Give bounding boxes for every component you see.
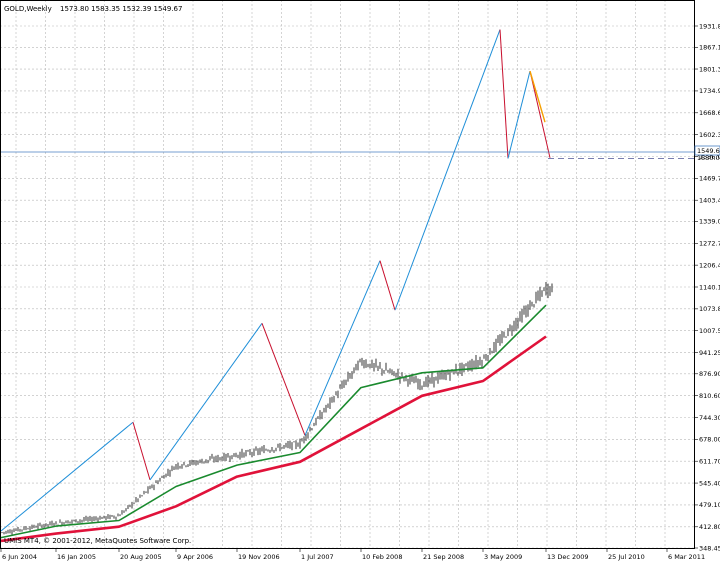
- x-tick-label: 9 Apr 2006: [177, 553, 213, 561]
- y-tick-label: 1536.00: [699, 153, 720, 161]
- sma-fast-line: [0, 304, 547, 539]
- x-tick-label: 20 Aug 2005: [120, 553, 162, 561]
- y-tick-label: 941.25: [699, 349, 720, 357]
- x-tick-label: 19 Nov 2006: [238, 553, 280, 561]
- moving-averages: [0, 304, 547, 543]
- price-tag-current: 1549.67: [697, 147, 720, 155]
- zigzag-segment: [304, 260, 381, 436]
- y-axis: 1931.85 1867.10 1801.35 1734.90 1668.60 1602.…: [694, 22, 720, 552]
- plot-frame: [0, 0, 695, 549]
- y-tick-label: 1867.10: [699, 44, 720, 52]
- x-tick-label: 6 Jun 2004: [2, 553, 37, 561]
- price-levels: [0, 151, 694, 159]
- y-tick-label: 1403.40: [699, 197, 720, 205]
- y-tick-label: 1734.90: [699, 87, 720, 95]
- zigzag-segment: [379, 260, 396, 311]
- x-tick-label: 6 Mar 2011: [668, 553, 705, 561]
- y-tick-label: 1073.85: [699, 305, 720, 313]
- zigzag-segment: [132, 422, 151, 481]
- x-tick-label: 1 Jul 2007: [301, 553, 334, 561]
- y-tick-label: 412.80: [699, 523, 720, 531]
- x-tick-label: 10 Feb 2008: [362, 553, 402, 561]
- y-tick-label: 678.00: [699, 436, 720, 444]
- y-tick-label: 1007.55: [699, 327, 720, 335]
- price-tag-box: [694, 145, 720, 156]
- y-tick-label: 611.70: [699, 458, 720, 466]
- x-tick-label: 21 Sep 2008: [423, 553, 464, 561]
- zigzag-segment: [149, 323, 263, 481]
- y-tick-label: 1206.45: [699, 261, 720, 269]
- grid: [0, 0, 694, 549]
- copyright-text: UMIS MT4, © 2001-2012, MetaQuotes Softwa…: [4, 537, 191, 545]
- y-tick-label: 479.10: [699, 501, 720, 509]
- zigzag-segment: [394, 29, 501, 311]
- zigzag-segment: [507, 70, 531, 159]
- y-tick-label: 810.60: [699, 392, 720, 400]
- zigzag-segment: [261, 323, 306, 436]
- y-tick-label: 348.45: [699, 544, 720, 552]
- x-tick-label: 3 May 2009: [484, 553, 522, 561]
- x-tick-label: 25 Jul 2010: [608, 553, 645, 561]
- y-tick-label: 1602.30: [699, 131, 720, 139]
- y-tick-label: 1272.75: [699, 240, 720, 248]
- zigzag-segment-orange: [529, 70, 546, 123]
- y-tick-label: 1140.15: [699, 283, 720, 291]
- x-tick-label: 13 Dec 2009: [547, 553, 589, 561]
- x-axis: 6 Jun 2004 16 Jan 2005 20 Aug 2005 9 Apr 20…: [0, 548, 705, 561]
- zigzag-segment: [529, 71, 551, 158]
- y-tick-label: 1931.85: [699, 22, 720, 30]
- y-tick-label: 1668.60: [699, 109, 720, 117]
- y-tick-label: 545.40: [699, 479, 720, 487]
- y-tick-label: 1339.05: [699, 218, 720, 226]
- sma-slow-line: [0, 335, 547, 543]
- y-tick-label: 1801.35: [699, 65, 720, 73]
- chart-ohlc-readout: 1573.80 1583.35 1532.39 1549.67: [60, 5, 182, 13]
- y-tick-label: 876.90: [699, 370, 720, 378]
- zigzag-segment: [0, 421, 134, 532]
- price-tag-dashed: 1530.00: [697, 154, 720, 162]
- y-tick-label: 744.30: [699, 414, 720, 422]
- chart-title-symbol: GOLD,Weekly: [4, 5, 52, 13]
- x-tick-label: 16 Jan 2005: [57, 553, 96, 561]
- zigzag-segment: [499, 29, 509, 159]
- y-tick-label: 1469.70: [699, 175, 720, 183]
- zigzag-lines: [0, 29, 551, 532]
